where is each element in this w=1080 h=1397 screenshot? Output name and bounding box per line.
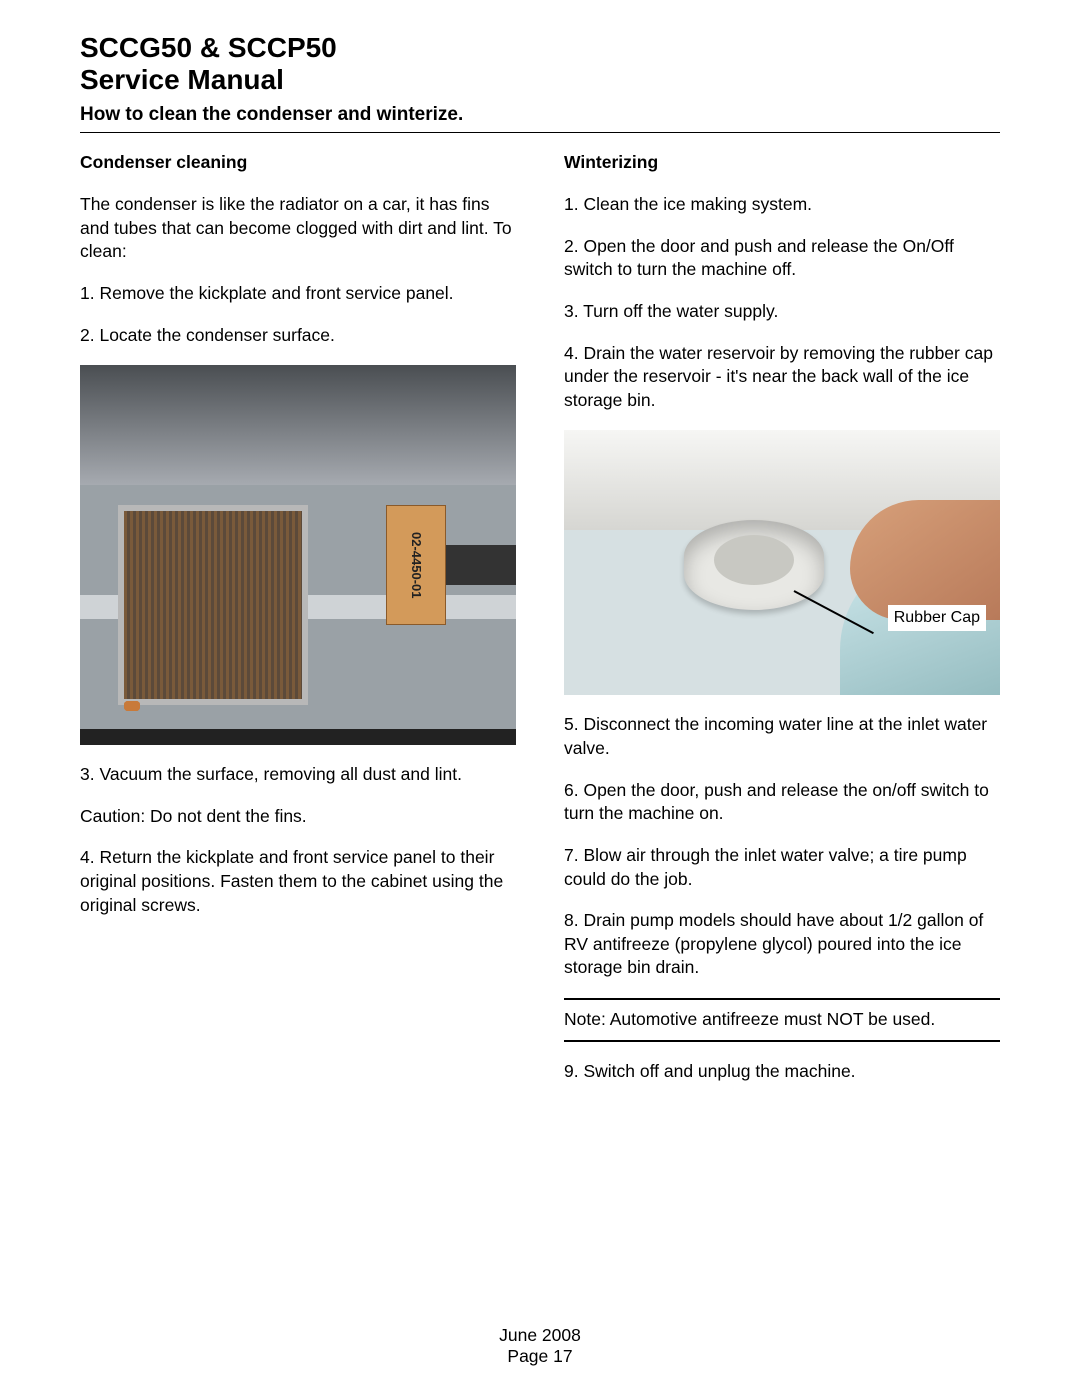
figure-floor: [80, 729, 516, 745]
antifreeze-note-block: Note: Automotive antifreeze must NOT be …: [564, 998, 1000, 1042]
note-rule-top: [564, 998, 1000, 1000]
winterizing-step-4: 4. Drain the water reservoir by removing…: [564, 342, 1000, 413]
rubber-cap-figure: Rubber Cap: [564, 430, 1000, 695]
copper-tube-icon: [124, 701, 140, 711]
winterizing-step-2: 2. Open the door and push and release th…: [564, 235, 1000, 282]
content-columns: Condenser cleaning The condenser is like…: [80, 151, 1000, 1101]
winterizing-heading: Winterizing: [564, 151, 1000, 175]
condenser-step-3: 3. Vacuum the surface, removing all dust…: [80, 763, 516, 787]
condenser-intro: The condenser is like the radiator on a …: [80, 193, 516, 264]
right-column: Winterizing 1. Clean the ice making syst…: [564, 151, 1000, 1101]
doc-title-line1: SCCG50 & SCCP50: [80, 32, 1000, 64]
footer-date: June 2008: [0, 1325, 1080, 1346]
hand-icon: [850, 500, 1000, 620]
condenser-fins-icon: [118, 505, 308, 705]
left-column: Condenser cleaning The condenser is like…: [80, 151, 516, 1101]
winterizing-step-6: 6. Open the door, push and release the o…: [564, 779, 1000, 826]
note-rule-bottom: [564, 1040, 1000, 1042]
condenser-heading: Condenser cleaning: [80, 151, 516, 175]
antifreeze-note: Note: Automotive antifreeze must NOT be …: [564, 1004, 1000, 1036]
condenser-figure: 02-4450-01: [80, 365, 516, 745]
winterizing-step-3: 3. Turn off the water supply.: [564, 300, 1000, 324]
condenser-step-1: 1. Remove the kickplate and front servic…: [80, 282, 516, 306]
winterizing-step-5: 5. Disconnect the incoming water line at…: [564, 713, 1000, 760]
doc-subtitle: How to clean the condenser and winterize…: [80, 104, 1000, 133]
winterizing-step-7: 7. Blow air through the inlet water valv…: [564, 844, 1000, 891]
winterizing-step-9: 9. Switch off and unplug the machine.: [564, 1060, 1000, 1084]
winterizing-step-8: 8. Drain pump models should have about 1…: [564, 909, 1000, 980]
condenser-step-4: 4. Return the kickplate and front servic…: [80, 846, 516, 917]
callout-label: Rubber Cap: [888, 605, 986, 631]
doc-title-line2: Service Manual: [80, 64, 1000, 96]
footer-page: Page 17: [0, 1346, 1080, 1367]
condenser-caution: Caution: Do not dent the fins.: [80, 805, 516, 829]
hinge-bracket-icon: [446, 545, 516, 585]
part-tag: 02-4450-01: [386, 505, 446, 625]
page-footer: June 2008 Page 17: [0, 1325, 1080, 1367]
figure-panel-shade: [80, 365, 516, 485]
part-tag-label: 02-4450-01: [407, 532, 425, 599]
winterizing-step-1: 1. Clean the ice making system.: [564, 193, 1000, 217]
condenser-step-2: 2. Locate the condenser surface.: [80, 324, 516, 348]
